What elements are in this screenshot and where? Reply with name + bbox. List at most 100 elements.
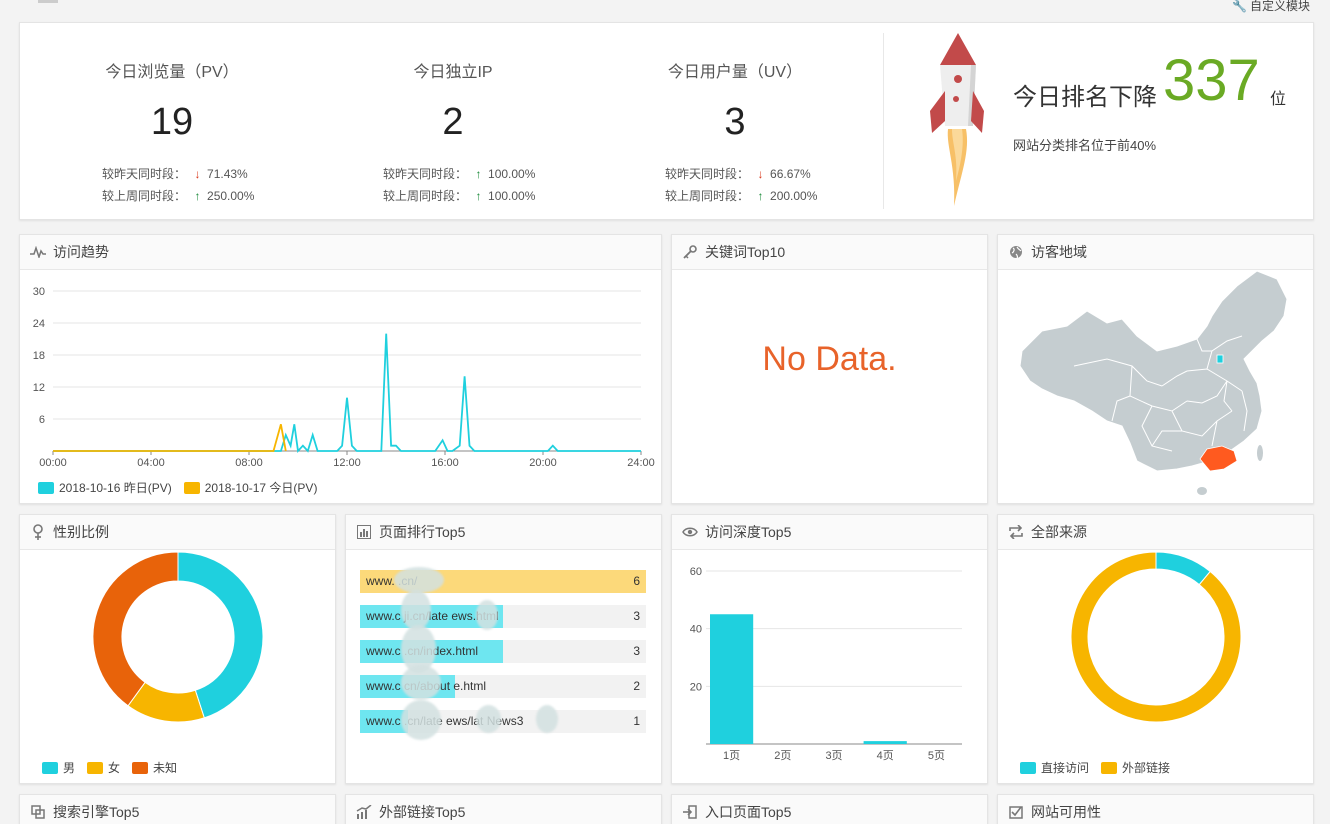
depth-title: 访问深度Top5 — [705, 524, 792, 540]
availability-title: 网站可用性 — [1031, 804, 1101, 820]
legend-item[interactable]: 未知 — [132, 759, 177, 776]
stat-block: 今日独立IP 2 较昨天同时段： ↑ 100.00% 较上周同时段： ↑ 100.00% — [313, 23, 593, 219]
legend-label: 直接访问 — [1041, 761, 1090, 775]
china-map[interactable] — [1012, 271, 1302, 499]
stat-label: 今日用户量（UV） — [667, 64, 803, 81]
yesterday-compare: 较昨天同时段： ↓ 66.67% — [665, 165, 811, 182]
yesterday-compare: 较昨天同时段： ↓ 71.43% — [102, 165, 248, 182]
pages-panel: 页面排行Top5 www. .cn/6 www.c ji.cn/late ews.… — [345, 514, 662, 784]
depth-panel: 访问深度Top5 20 40 60 1页 2页 3页 4页 5页 — [671, 514, 988, 784]
donut-slice[interactable] — [1155, 551, 1211, 586]
redaction-blur — [401, 700, 441, 740]
availability-header: 网站可用性 — [998, 795, 1313, 824]
search-title: 搜索引擎Top5 — [53, 804, 140, 820]
depth-bar[interactable] — [863, 741, 907, 744]
menu-icon[interactable] — [38, 0, 58, 3]
compare-label: 较昨天同时段： — [383, 167, 468, 181]
legend-swatch — [1101, 761, 1118, 774]
compare-percent: 200.00% — [770, 188, 818, 203]
legend-item[interactable]: 女 — [87, 759, 120, 776]
redaction-blur — [476, 600, 498, 630]
custom-module-link[interactable]: 🔧 自定义模块 — [1232, 0, 1310, 14]
wrench-icon: 🔧 — [1232, 0, 1247, 13]
arrow-down-icon: ↓ — [194, 166, 201, 181]
compare-percent: 250.00% — [207, 188, 255, 203]
page-row[interactable]: www.c ji.cn/late ews.html 3 — [360, 605, 646, 628]
donut-slice[interactable] — [1070, 551, 1242, 723]
compare-percent: 71.43% — [207, 166, 248, 181]
depth-header: 访问深度Top5 — [672, 515, 987, 550]
top-bar: 🔧 自定义模块 — [0, 0, 1330, 14]
legend-item[interactable]: 直接访问 — [1020, 759, 1089, 776]
page-count: 3 — [633, 644, 640, 658]
x-tick-label: 20:00 — [529, 457, 557, 469]
trend-title: 访问趋势 — [53, 244, 109, 260]
sources-panel: 全部来源 直接访问 外部链接 — [997, 514, 1314, 784]
entry-title: 入口页面Top5 — [705, 804, 792, 820]
lastweek-compare: 较上周同时段： ↑ 200.00% — [665, 187, 817, 204]
sources-title: 全部来源 — [1031, 524, 1087, 540]
custom-module-label: 自定义模块 — [1249, 0, 1310, 13]
stat-block: 今日浏览量（PV） 19 较昨天同时段： ↓ 71.43% 较上周同时段： ↑ 250.00% — [32, 23, 312, 219]
external-header: 外部链接Top5 — [346, 795, 661, 824]
arrow-up-icon: ↑ — [757, 188, 764, 203]
page-count: 2 — [633, 679, 640, 693]
bar-chart-icon — [356, 524, 372, 540]
arrow-up-icon: ↑ — [475, 166, 482, 181]
page-count: 3 — [633, 609, 640, 623]
redaction-blur — [394, 567, 444, 593]
compare-label: 较上周同时段： — [383, 189, 468, 203]
compare-label: 较上周同时段： — [102, 189, 187, 203]
entry-header: 入口页面Top5 — [672, 795, 987, 824]
redaction-blur — [401, 590, 431, 630]
keywords-panel: 关键词Top10 No Data. — [671, 234, 988, 504]
compare-percent: 100.00% — [488, 166, 536, 181]
availability-panel: 网站可用性 — [997, 794, 1314, 824]
donut-slice[interactable] — [177, 551, 264, 719]
gender-header: 性别比例 — [20, 515, 335, 550]
trend-up-icon — [356, 804, 372, 820]
legend-item[interactable]: 2018-10-17 今日(PV) — [183, 479, 317, 496]
rank-title: 今日排名下降 — [1013, 84, 1157, 111]
depth-bar[interactable] — [710, 614, 754, 744]
legend-item[interactable]: 2018-10-16 昨日(PV) — [38, 479, 172, 496]
page-row-bar — [360, 710, 408, 733]
lastweek-compare: 较上周同时段： ↑ 100.00% — [383, 187, 535, 204]
pages-title: 页面排行Top5 — [379, 524, 466, 540]
compare-percent: 100.00% — [488, 188, 536, 203]
y-tick-label: 24 — [33, 318, 45, 330]
stat-label: 今日浏览量（PV） — [105, 64, 239, 81]
gender-panel: 性别比例 男 女 未知 — [19, 514, 336, 784]
page-count: 1 — [633, 714, 640, 728]
x-tick-label: 3页 — [825, 750, 842, 762]
entry-panel: 入口页面Top5 — [671, 794, 988, 824]
search-panel: 搜索引擎Top5 — [19, 794, 336, 824]
x-tick-label: 00:00 — [39, 457, 67, 469]
divider — [883, 33, 884, 209]
key-icon — [682, 244, 698, 260]
trend-chart: 6 12 18 24 30 00:00 04:00 08:00 12:00 16:00 20:00 2… — [33, 286, 655, 469]
legend-label: 外部链接 — [1122, 761, 1171, 775]
x-tick-label: 4页 — [877, 750, 894, 762]
refresh-icon — [1008, 524, 1024, 540]
page-row-bar — [360, 605, 503, 628]
region-header: 访客地域 — [998, 235, 1313, 270]
y-tick-label: 6 — [39, 414, 45, 426]
depth-chart: 20 40 60 1页 2页 3页 4页 5页 — [690, 566, 962, 762]
redaction-blur — [476, 705, 501, 733]
x-tick-label: 04:00 — [137, 457, 165, 469]
rank-number: 337 — [1163, 48, 1260, 113]
donut-slice[interactable] — [92, 551, 179, 707]
legend-item[interactable]: 男 — [42, 759, 75, 776]
x-tick-label: 12:00 — [333, 457, 361, 469]
entry-icon — [682, 804, 698, 820]
x-tick-label: 08:00 — [235, 457, 263, 469]
legend-label: 2018-10-16 昨日(PV) — [59, 481, 172, 495]
legend-item[interactable]: 外部链接 — [1101, 759, 1170, 776]
globe-icon — [1008, 244, 1024, 260]
series-line — [53, 333, 641, 454]
stat-label: 今日独立IP — [413, 64, 493, 81]
legend-swatch — [87, 761, 104, 774]
region-panel: 访客地域 — [997, 234, 1314, 504]
external-title: 外部链接Top5 — [379, 804, 466, 820]
